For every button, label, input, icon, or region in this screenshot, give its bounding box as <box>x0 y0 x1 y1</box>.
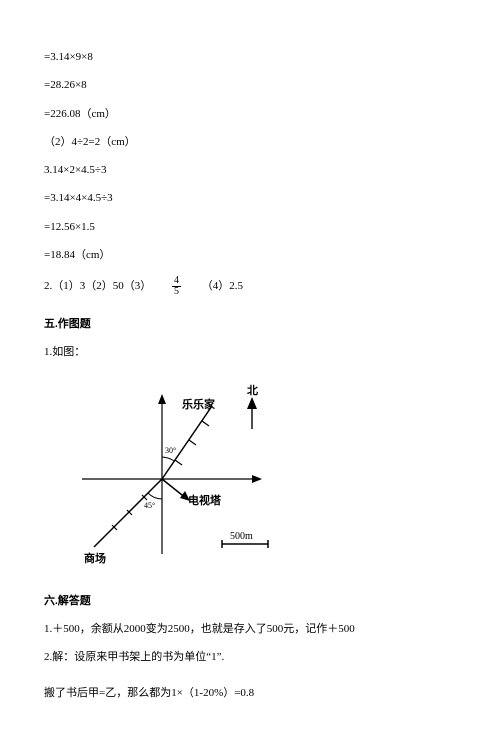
arc-30deg <box>162 457 174 461</box>
label-scale: 500m <box>230 531 253 542</box>
calc-line-8: =18.84（cm） <box>44 248 456 262</box>
fraction-4-5: 4 5 <box>172 276 181 297</box>
section-6-item-3: 搬了书后甲=乙，那么都为1×（1-20%）=0.8 <box>44 686 456 700</box>
calc-line-6: =3.14×4×4.5÷3 <box>44 191 456 205</box>
section-5-heading: 五.作图题 <box>44 315 456 331</box>
label-shop: 商场 <box>84 551 106 565</box>
tick-ne-2 <box>189 440 196 445</box>
axis-vertical-arrow <box>158 394 166 404</box>
label-tvtower: 电视塔 <box>188 493 222 507</box>
axis-horizontal-arrow <box>252 475 262 483</box>
calc-line-4: （2）4÷2=2（cm） <box>44 135 456 149</box>
section-6-heading: 六.解答题 <box>44 592 456 608</box>
calc-line-3: =226.08（cm） <box>44 107 456 121</box>
label-30deg: 30° <box>165 446 176 455</box>
label-lele-home: 乐乐家 <box>182 397 216 411</box>
label-north: 北 <box>247 383 258 397</box>
line-shop <box>94 479 162 547</box>
calc-line-5: 3.14×2×4.5÷3 <box>44 163 456 177</box>
answer-line-2: 2.（1）3（2）50（3） 4 5 （4）2.5 <box>44 276 456 297</box>
diagram-figure: 乐乐家 北 30° 45° 电视塔 商场 500m <box>72 374 302 574</box>
section-5-item-1: 1.如图： <box>44 345 456 359</box>
label-45deg: 45° <box>144 501 155 510</box>
tick-ne-3 <box>202 421 209 426</box>
calc-line-7: =12.56×1.5 <box>44 220 456 234</box>
calc-line-1: =3.14×9×8 <box>44 50 456 64</box>
fraction-denominator: 5 <box>172 287 181 297</box>
calc-line-2: =28.26×8 <box>44 78 456 92</box>
arc-45deg <box>148 493 162 499</box>
tick-ne-1 <box>175 460 182 465</box>
answer-2-part-b: （4）2.5 <box>202 280 243 292</box>
section-6-item-1: 1.＋500，余额从2000变为2500，也就是存入了500元，记作＋500 <box>44 622 456 636</box>
line-lele-home <box>162 406 212 479</box>
north-arrow-head <box>247 397 257 409</box>
answer-2-part-a: 2.（1）3（2）50（3） <box>44 280 151 292</box>
section-6-item-2: 2.解：设原来甲书架上的书为单位“1”. <box>44 650 456 664</box>
